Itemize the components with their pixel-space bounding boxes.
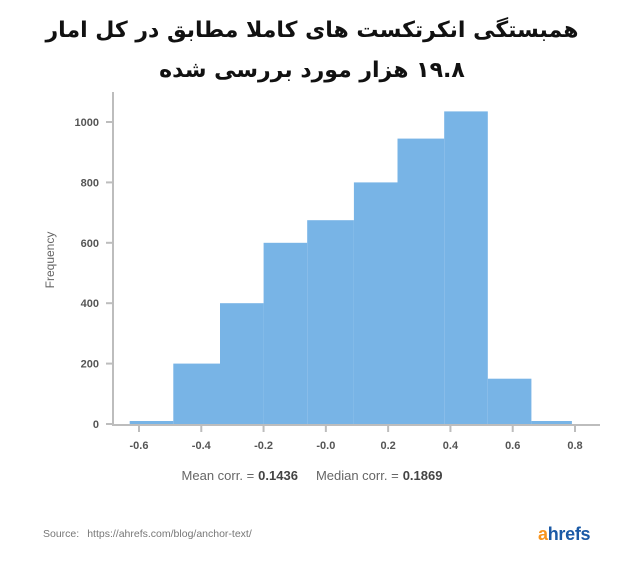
histogram-bar [220, 303, 264, 424]
histogram-bar [129, 421, 174, 424]
mean-value: 0.1436 [258, 468, 298, 483]
y-tick-label: 0 [93, 419, 99, 431]
x-tick-label: -0.0 [316, 440, 335, 452]
x-tick-label: -0.4 [192, 440, 212, 452]
x-tick-label: -0.2 [254, 440, 273, 452]
x-tick-label: 0.2 [380, 440, 395, 452]
y-tick-label: 800 [81, 177, 99, 189]
y-tick-label: 400 [81, 298, 99, 310]
histogram-bar [263, 242, 308, 424]
histogram-bar [487, 378, 532, 424]
histogram-bar [173, 363, 220, 424]
x-tick-label: 0.8 [567, 440, 582, 452]
y-tick-label: 1000 [75, 117, 99, 129]
y-tick-label: 600 [81, 238, 99, 250]
chart-axes: 0 200 400 600 800 1000 -0.6 -0.4 -0.2 -0.0 0.2 0.4 0… [75, 92, 600, 452]
x-tick-label: 0.4 [443, 440, 459, 452]
x-tick-label: 0.6 [505, 440, 520, 452]
median-label: Median corr. = [315, 468, 399, 483]
logo-rest: hrefs [547, 524, 591, 544]
histogram-bar [397, 138, 445, 424]
logo-a: a [538, 524, 548, 544]
y-axis-label: Frequency [43, 232, 57, 289]
histogram-bars [129, 111, 572, 425]
source-label: Source: [43, 528, 80, 540]
median-value: 0.1869 [402, 468, 443, 483]
histogram-bar [444, 111, 488, 425]
histogram-bar [531, 421, 572, 424]
correlation-stats: Mean corr. = 0.1436 Median corr. = 0.1869 [0, 468, 624, 483]
source-note: Source: https://ahrefs.com/blog/anchor-te… [43, 528, 252, 540]
ahrefs-logo: ahrefs [538, 524, 591, 545]
chart-title-line2: ۱۹.۸ هزار مورد بررسی شده [159, 58, 465, 83]
histogram-bar [353, 182, 398, 424]
x-tick-label: -0.6 [130, 440, 149, 452]
source-url: https://ahrefs.com/blog/anchor-text/ [87, 528, 252, 540]
histogram-bar [307, 220, 354, 424]
mean-label: Mean corr. = [181, 468, 255, 483]
chart-title-line1: همبستگی انکرتکست های کاملا مطابق در کل ا… [45, 18, 579, 43]
y-tick-label: 200 [81, 359, 99, 371]
